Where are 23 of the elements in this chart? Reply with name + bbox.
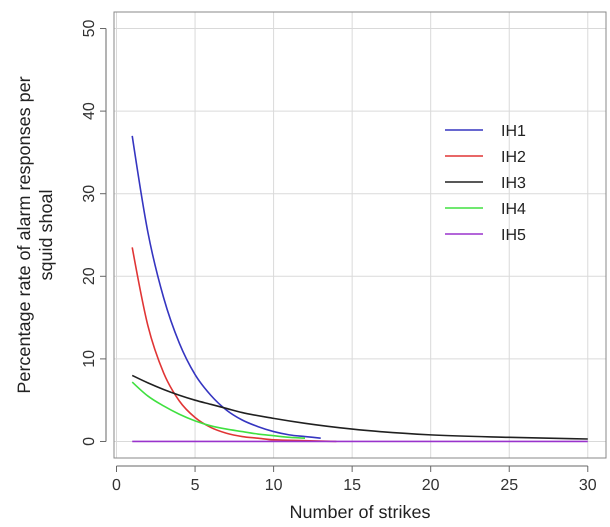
line-series	[131, 374, 589, 440]
legend-label: IH4	[501, 201, 526, 218]
legend-label: IH1	[501, 123, 526, 140]
y-tick-label: 20	[81, 267, 98, 286]
line-series	[131, 381, 306, 439]
x-tick-label: 25	[500, 477, 518, 494]
x-axis-title: Number of strikes	[289, 502, 431, 522]
x-tick-label: 0	[112, 477, 122, 494]
y-tick-label: 40	[81, 102, 98, 120]
x-tick-label: 30	[578, 477, 597, 494]
legend-label: IH5	[501, 227, 526, 244]
y-tick-label: 10	[81, 350, 98, 368]
y-tick-label: 50	[81, 20, 98, 38]
legend-label: IH3	[501, 175, 526, 192]
x-tick-label: 15	[343, 477, 362, 494]
y-tick-label: 0	[81, 436, 98, 446]
x-tick-label: 20	[422, 477, 440, 494]
legend-label: IH2	[501, 149, 526, 166]
y-tick-label: 30	[81, 184, 98, 203]
x-tick-label: 10	[264, 477, 283, 494]
line-series	[131, 135, 322, 439]
y-axis-title: Percentage rate of alarm responses per squid shoal	[14, 76, 56, 394]
x-tick-label: 5	[190, 477, 200, 494]
